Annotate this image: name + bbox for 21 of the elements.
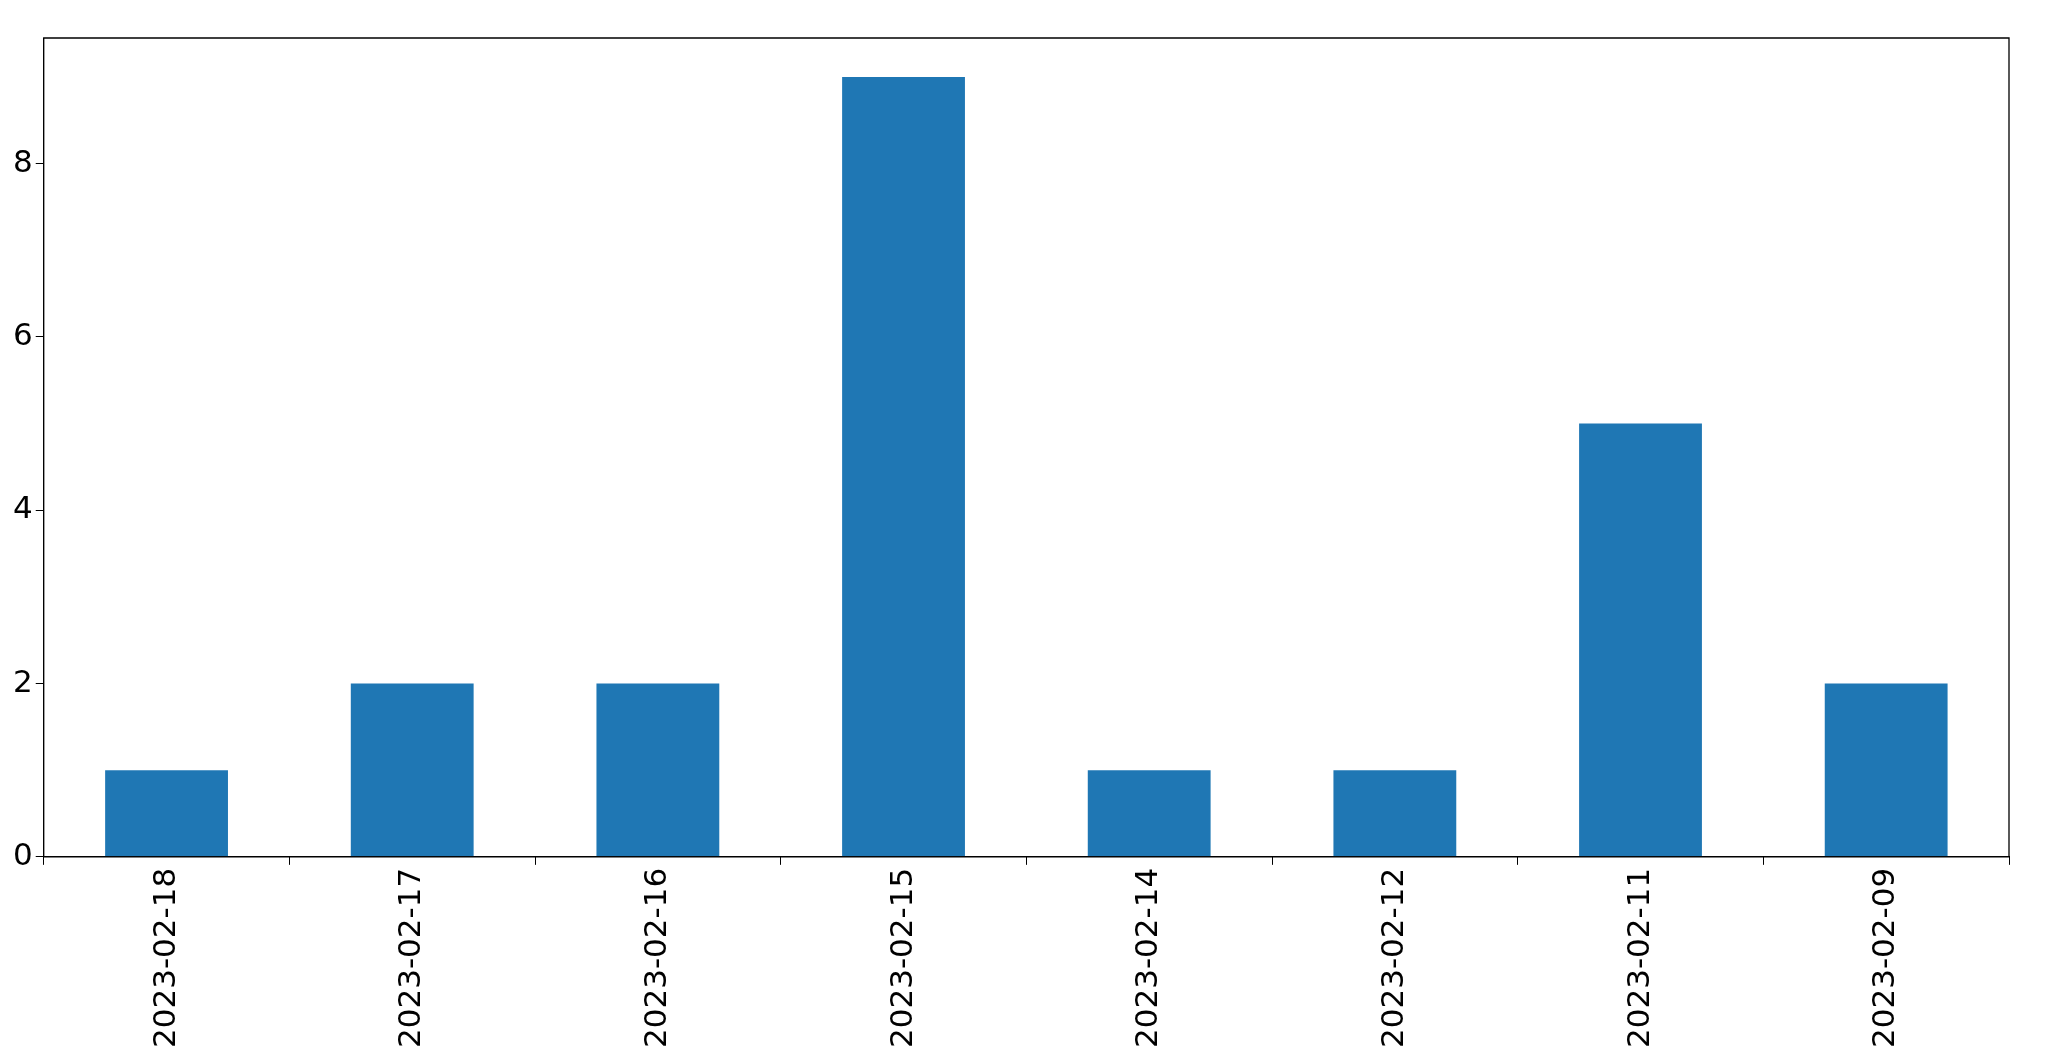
x-tick-label: 2023-02-11 xyxy=(1619,867,1656,1049)
y-tick-label: 4 xyxy=(12,489,33,526)
y-tick-label: 6 xyxy=(12,315,33,352)
bar xyxy=(350,683,474,857)
x-tick-label: 2023-02-09 xyxy=(1865,867,1902,1049)
x-tick-label: 2023-02-17 xyxy=(391,867,428,1049)
x-tick-label: 2023-02-18 xyxy=(145,867,182,1049)
y-tick-label: 0 xyxy=(12,835,33,872)
bar xyxy=(105,770,228,857)
x-tick-label: 2023-02-14 xyxy=(1128,867,1165,1049)
bar xyxy=(1087,770,1211,857)
bar xyxy=(1579,423,1702,857)
y-tick-label: 2 xyxy=(12,662,33,699)
bar xyxy=(1824,683,1948,857)
x-tick-label: 2023-02-12 xyxy=(1373,867,1410,1049)
bar xyxy=(842,76,965,857)
y-tick-label: 8 xyxy=(12,142,33,179)
bar xyxy=(596,683,720,857)
x-tick-label: 2023-02-16 xyxy=(636,867,673,1049)
bar xyxy=(1333,770,1457,857)
x-tick-label: 2023-02-15 xyxy=(882,867,919,1049)
